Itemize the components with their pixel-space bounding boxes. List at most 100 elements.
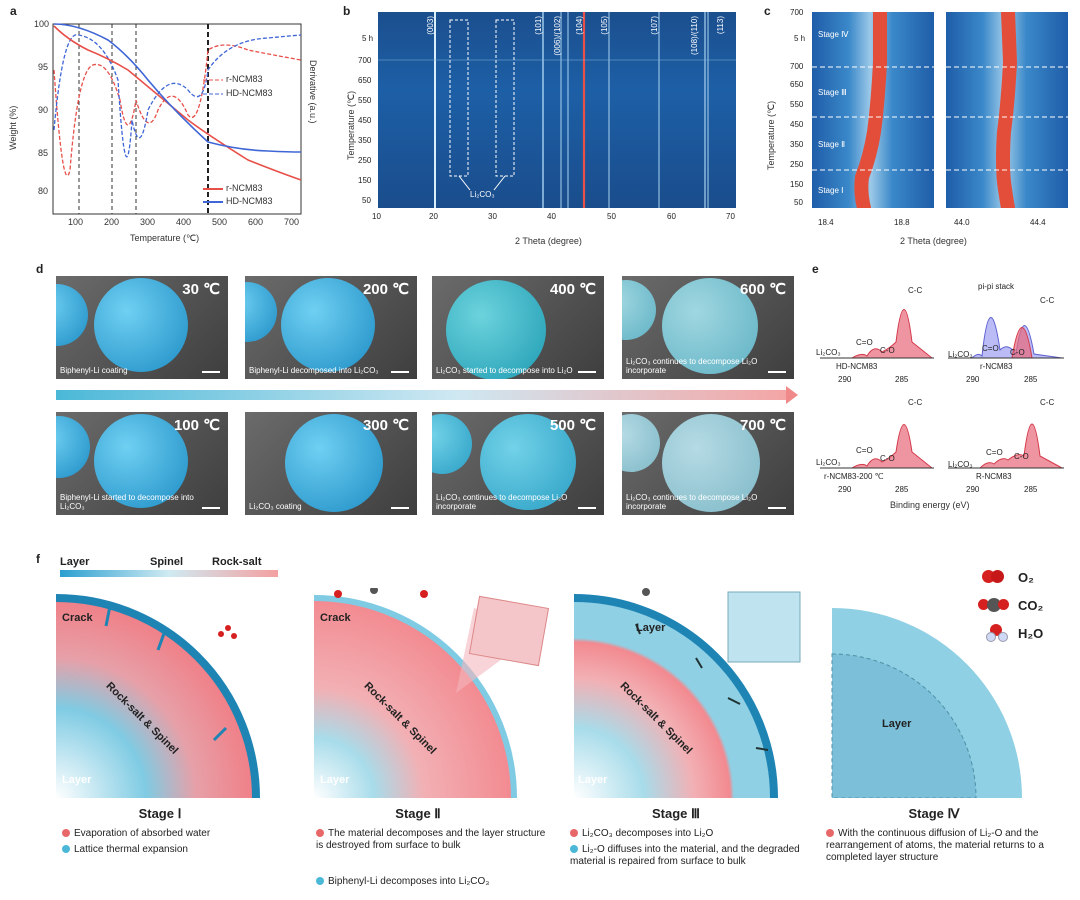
xtick: 18.4: [818, 218, 834, 227]
xtick: 20: [429, 212, 438, 221]
xtick: 60: [667, 212, 676, 221]
panel-c-xlabel: 2 Theta (degree): [900, 236, 967, 246]
scale-bar: [202, 507, 220, 509]
xtick: 70: [726, 212, 735, 221]
xtick: 290: [838, 375, 852, 384]
lattice-inset: [727, 591, 801, 663]
xtick: 285: [895, 485, 909, 494]
panel-c-ylabel: Temperature (℃): [766, 100, 776, 170]
peak-trace: [946, 5, 1068, 215]
lattice-inset: [468, 595, 550, 667]
ytick: 80: [38, 186, 49, 196]
gradient-label-spinel: Spinel: [150, 556, 184, 568]
co2-molecule-icon: [978, 598, 1010, 612]
temperature-label: 500 ℃: [549, 417, 596, 434]
tga-plot: [52, 23, 302, 215]
legend-h2o: H₂O: [1018, 626, 1044, 641]
xtick: 700: [284, 217, 300, 227]
h2o-molecule: [420, 590, 428, 598]
bullet-item: Biphenyl-Li decomposes into Li₂CO₃: [316, 876, 552, 888]
xtick: 100: [68, 217, 84, 227]
sem-image-100c: 100 ℃ Biphenyl-Li started to decompose i…: [56, 412, 228, 515]
xps-spectrum-name: R-NCM83: [976, 472, 1012, 481]
stage1-particle: [56, 598, 256, 798]
peak-label: (108)/(110): [690, 16, 699, 55]
ytick: 450: [358, 116, 372, 125]
sem-caption: Li₂CO₃ started to decompose into Li₂O: [436, 366, 573, 375]
panel-b-label: b: [343, 4, 351, 18]
bullet-item: Lattice thermal expansion: [62, 844, 302, 856]
ytick: 90: [38, 105, 49, 115]
ytick: 5 h: [362, 34, 374, 43]
xtick: 290: [966, 485, 980, 494]
xps-peak-label: Li₂CO₃: [948, 460, 973, 469]
sem-image-600c: 600 ℃ Li₂CO₃ continues to decompose Li₂O…: [622, 276, 794, 379]
sem-caption: Li₂CO₃ continues to decompose Li₂O incor…: [436, 493, 568, 511]
xtick: 18.8: [894, 218, 910, 227]
stage2-surface: [313, 595, 517, 798]
panel-a-label: a: [10, 4, 17, 18]
bullet-dot: [826, 829, 834, 837]
xtick: 285: [1024, 485, 1038, 494]
stage-schematics: [56, 588, 1022, 798]
bullet-text: With the continuous diffusion of Li₂-O a…: [826, 828, 1044, 863]
xps-peak-label: C-C: [1040, 398, 1055, 407]
xps-spectrum-4: [948, 423, 1063, 469]
peak-label: (104): [575, 16, 584, 35]
bullet-text: Lattice thermal expansion: [74, 844, 188, 855]
core-label: Layer: [62, 774, 92, 786]
sem-image-700c: 700 ℃ Li₂CO₃ continues to decompose Li₂O…: [622, 412, 794, 515]
plot-frame: [52, 23, 302, 215]
stage-label: Stage Ⅱ: [818, 140, 846, 149]
panel-e-xlabel: Binding energy (eV): [890, 500, 970, 510]
ytick: 250: [790, 160, 804, 169]
ytick: 50: [794, 198, 803, 207]
xps-spectra: [820, 309, 1064, 469]
sem-image-400c: 400 ℃ Li₂CO₃ started to decompose into L…: [432, 276, 604, 379]
xtick: 285: [895, 375, 909, 384]
xtick: 44.4: [1030, 218, 1046, 227]
arrow-line: [458, 175, 471, 191]
bullet-dot: [570, 829, 578, 837]
ytick: 450: [790, 120, 804, 129]
ytick: 85: [38, 148, 49, 158]
panel-a-ylabel-right: Derivative (a.u.): [308, 60, 318, 124]
xps-spectrum-1: [820, 309, 933, 359]
panel-e-label: e: [812, 262, 819, 276]
stage-label: Stage Ⅲ: [818, 88, 847, 97]
xps-peak-label: C=O: [986, 448, 1003, 457]
xps-peak-label: pi-pi stack: [978, 282, 1015, 291]
xps-peak-label: C-C: [908, 398, 923, 407]
gradient-label-layer: Layer: [60, 556, 90, 568]
ytick: 350: [358, 136, 372, 145]
bullet-text: Li₂-O diffuses into the material, and th…: [570, 844, 800, 867]
bullet-text: Biphenyl-Li decomposes into Li₂CO₃: [328, 876, 490, 887]
scale-bar: [578, 371, 596, 373]
ytick: 5 h: [794, 34, 806, 43]
xps-spectrum-name: r-NCM83: [980, 362, 1013, 371]
xtick: 290: [966, 375, 980, 384]
bullet-dot: [316, 829, 324, 837]
peak-label: (003): [426, 16, 435, 35]
ytick: 550: [358, 96, 372, 105]
legend-o2: O₂: [1018, 570, 1034, 585]
ytick: 150: [358, 176, 372, 185]
arrow-head: [786, 386, 798, 404]
co2-molecule: [370, 588, 378, 594]
sem-caption: Biphenyl-Li decomposed into Li₂CO₃: [249, 366, 379, 375]
o2-molecule-icon: [982, 570, 1006, 584]
peak-band: [996, 5, 1018, 215]
stage-title: Stage Ⅰ: [138, 806, 182, 821]
bullet-dot: [62, 845, 70, 853]
temperature-arrow: [56, 390, 786, 400]
stage2-particle: [314, 598, 514, 798]
legend-label: HD-NCM83: [226, 88, 273, 98]
sem-image-500c: 500 ℃ Li₂CO₃ continues to decompose Li₂O…: [432, 412, 604, 515]
bullet-item: Li₂CO₃ decomposes into Li₂O: [570, 828, 806, 840]
bullet-item: With the continuous diffusion of Li₂-O a…: [826, 828, 1062, 864]
xps-peak-label: Li₂CO₃: [816, 458, 841, 467]
temperature-label: 30 ℃: [182, 281, 220, 298]
ytick: 650: [358, 76, 372, 85]
hd-derivative-curve: [53, 34, 302, 158]
sem-caption: Li₂CO₃ continues to decompose Li₂O incor…: [626, 357, 758, 375]
